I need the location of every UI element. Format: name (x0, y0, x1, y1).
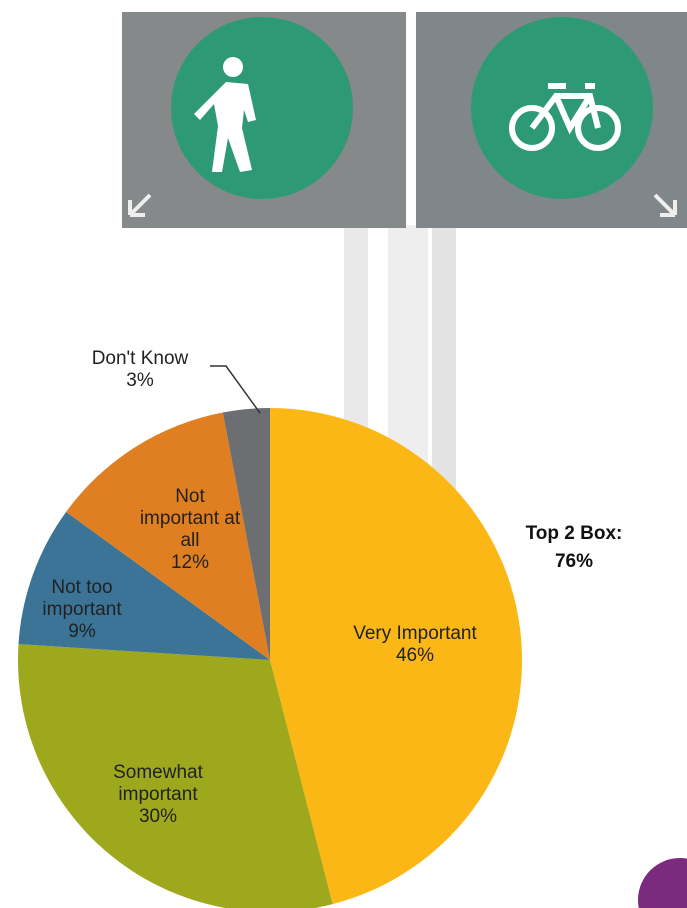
pie-slice (66, 412, 270, 660)
slice-label: Not important at all 12% (135, 486, 245, 574)
pie-slice (18, 511, 270, 660)
slice-label: Don't Know 3% (65, 348, 215, 392)
value-label: 3% (126, 370, 154, 391)
slice-label: Somewhat important 30% (88, 762, 228, 828)
slice-label: Not too important 9% (17, 577, 147, 643)
pie-slice (270, 408, 523, 905)
pie-slice (222, 408, 270, 660)
pie-slice (18, 644, 333, 908)
category-label: Not important at all (139, 486, 241, 551)
value-label: 9% (68, 621, 96, 642)
slice-label: Very Important 46% (315, 623, 515, 667)
value-label: 30% (138, 806, 178, 827)
category-label: Somewhat important (113, 762, 203, 805)
category-label: Don't Know (91, 348, 189, 369)
value-label: 46% (395, 645, 435, 666)
background-photo (122, 12, 687, 908)
value-label: 12% (170, 552, 210, 573)
category-label: Very Important (353, 623, 477, 644)
annotation: Top 2 Box: 76% (525, 523, 623, 572)
category-label: Not too important (42, 577, 122, 620)
leader-line (210, 365, 261, 414)
